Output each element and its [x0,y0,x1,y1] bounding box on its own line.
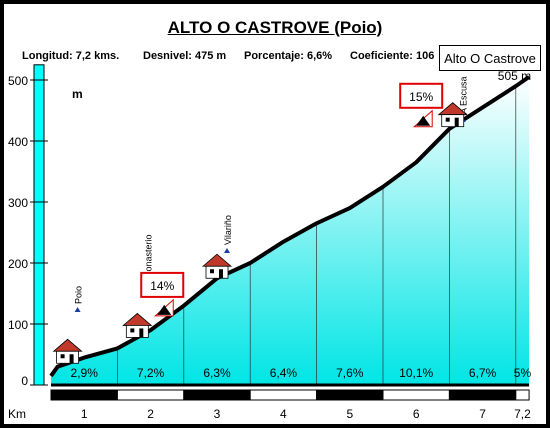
place-name-label: Vilariño [223,215,233,245]
house-door [139,328,144,338]
km-scale-block [382,389,450,401]
km-label: 4 [280,407,287,421]
place-name-label: Monasterio [143,234,153,279]
km-label: 3 [214,407,221,421]
house-roof [52,338,83,352]
km-scale-block [183,389,251,401]
km-scale-block [316,389,384,401]
gradient-flag-label: 15% [409,90,433,104]
place-marker-icon [224,248,230,253]
segment-gradient-label: 10,1% [399,366,433,380]
summit-elevation-label: 505 m [498,69,531,83]
km-label: 7 [479,407,486,421]
x-unit-label: Km [8,407,26,421]
y-tick-label: 400 [8,135,28,149]
house-door [69,354,74,364]
house-roof [122,312,153,326]
km-scale-block [50,389,118,401]
km-label: 7,2 [514,407,531,421]
chart-title: ALTO O CASTROVE (Poio) [167,18,383,37]
place-name-label: Poio [74,286,84,304]
stat-longitud: Longitud: 7,2 kms. [22,50,120,62]
y-unit-label: m [72,87,83,101]
km-label: 2 [147,407,154,421]
house-roof [201,253,233,267]
house-window [210,269,214,274]
stat-desnivel: Desnivel: 475 m [143,50,227,62]
y-tick-label: 0 [21,374,28,388]
y-axis-bar [33,64,45,386]
house-body [441,114,465,128]
house-icon [52,338,83,364]
house-window [445,117,450,122]
segment-gradient-label: 6,3% [203,366,231,380]
segment-gradient-label: 2,9% [71,366,99,380]
house-icon [122,312,153,338]
km-label: 6 [413,407,420,421]
house-door [219,269,223,279]
house-body [205,265,229,279]
gradient-flag-box [399,82,444,109]
place-marker-icon [74,307,81,312]
km-label: 5 [346,407,353,421]
house-body [56,350,79,364]
house-window [60,354,65,359]
y-tick-label: 500 [8,74,28,88]
house-body [125,325,149,338]
km-scale-block [116,389,185,401]
house-icon [201,253,233,279]
km-scale-block [515,389,530,401]
profile-area [51,76,530,386]
climb-name-box: Alto O Castrove [439,45,541,71]
segment-gradient-label: 7,6% [336,366,364,380]
km-scale-block [448,389,517,401]
km-label: 1 [81,407,88,421]
gradient-triangle-fill [416,115,431,126]
gradient-triangle-fill [157,304,172,315]
stat-coeficiente: Coeficiente: 106 [350,50,435,62]
segment-gradient-label: 7,2% [137,366,165,380]
segment-gradient-label: 6,4% [270,366,298,380]
y-tick-label: 100 [8,318,28,332]
y-tick-label: 300 [8,196,28,210]
stat-porcentaje: Porcentaje: 6,6% [244,50,333,62]
house-icon [437,102,468,128]
segment-gradient-label: 5% [514,366,532,380]
y-tick-label: 200 [8,257,28,271]
gradient-flag-label: 14% [150,279,174,293]
house-window [130,328,135,333]
house-door [454,117,459,127]
segment-gradient-label: 6,7% [469,366,497,380]
km-scale-block [249,389,318,401]
place-name-label: A Escusa [459,76,469,114]
gradient-flag-box [140,271,185,298]
